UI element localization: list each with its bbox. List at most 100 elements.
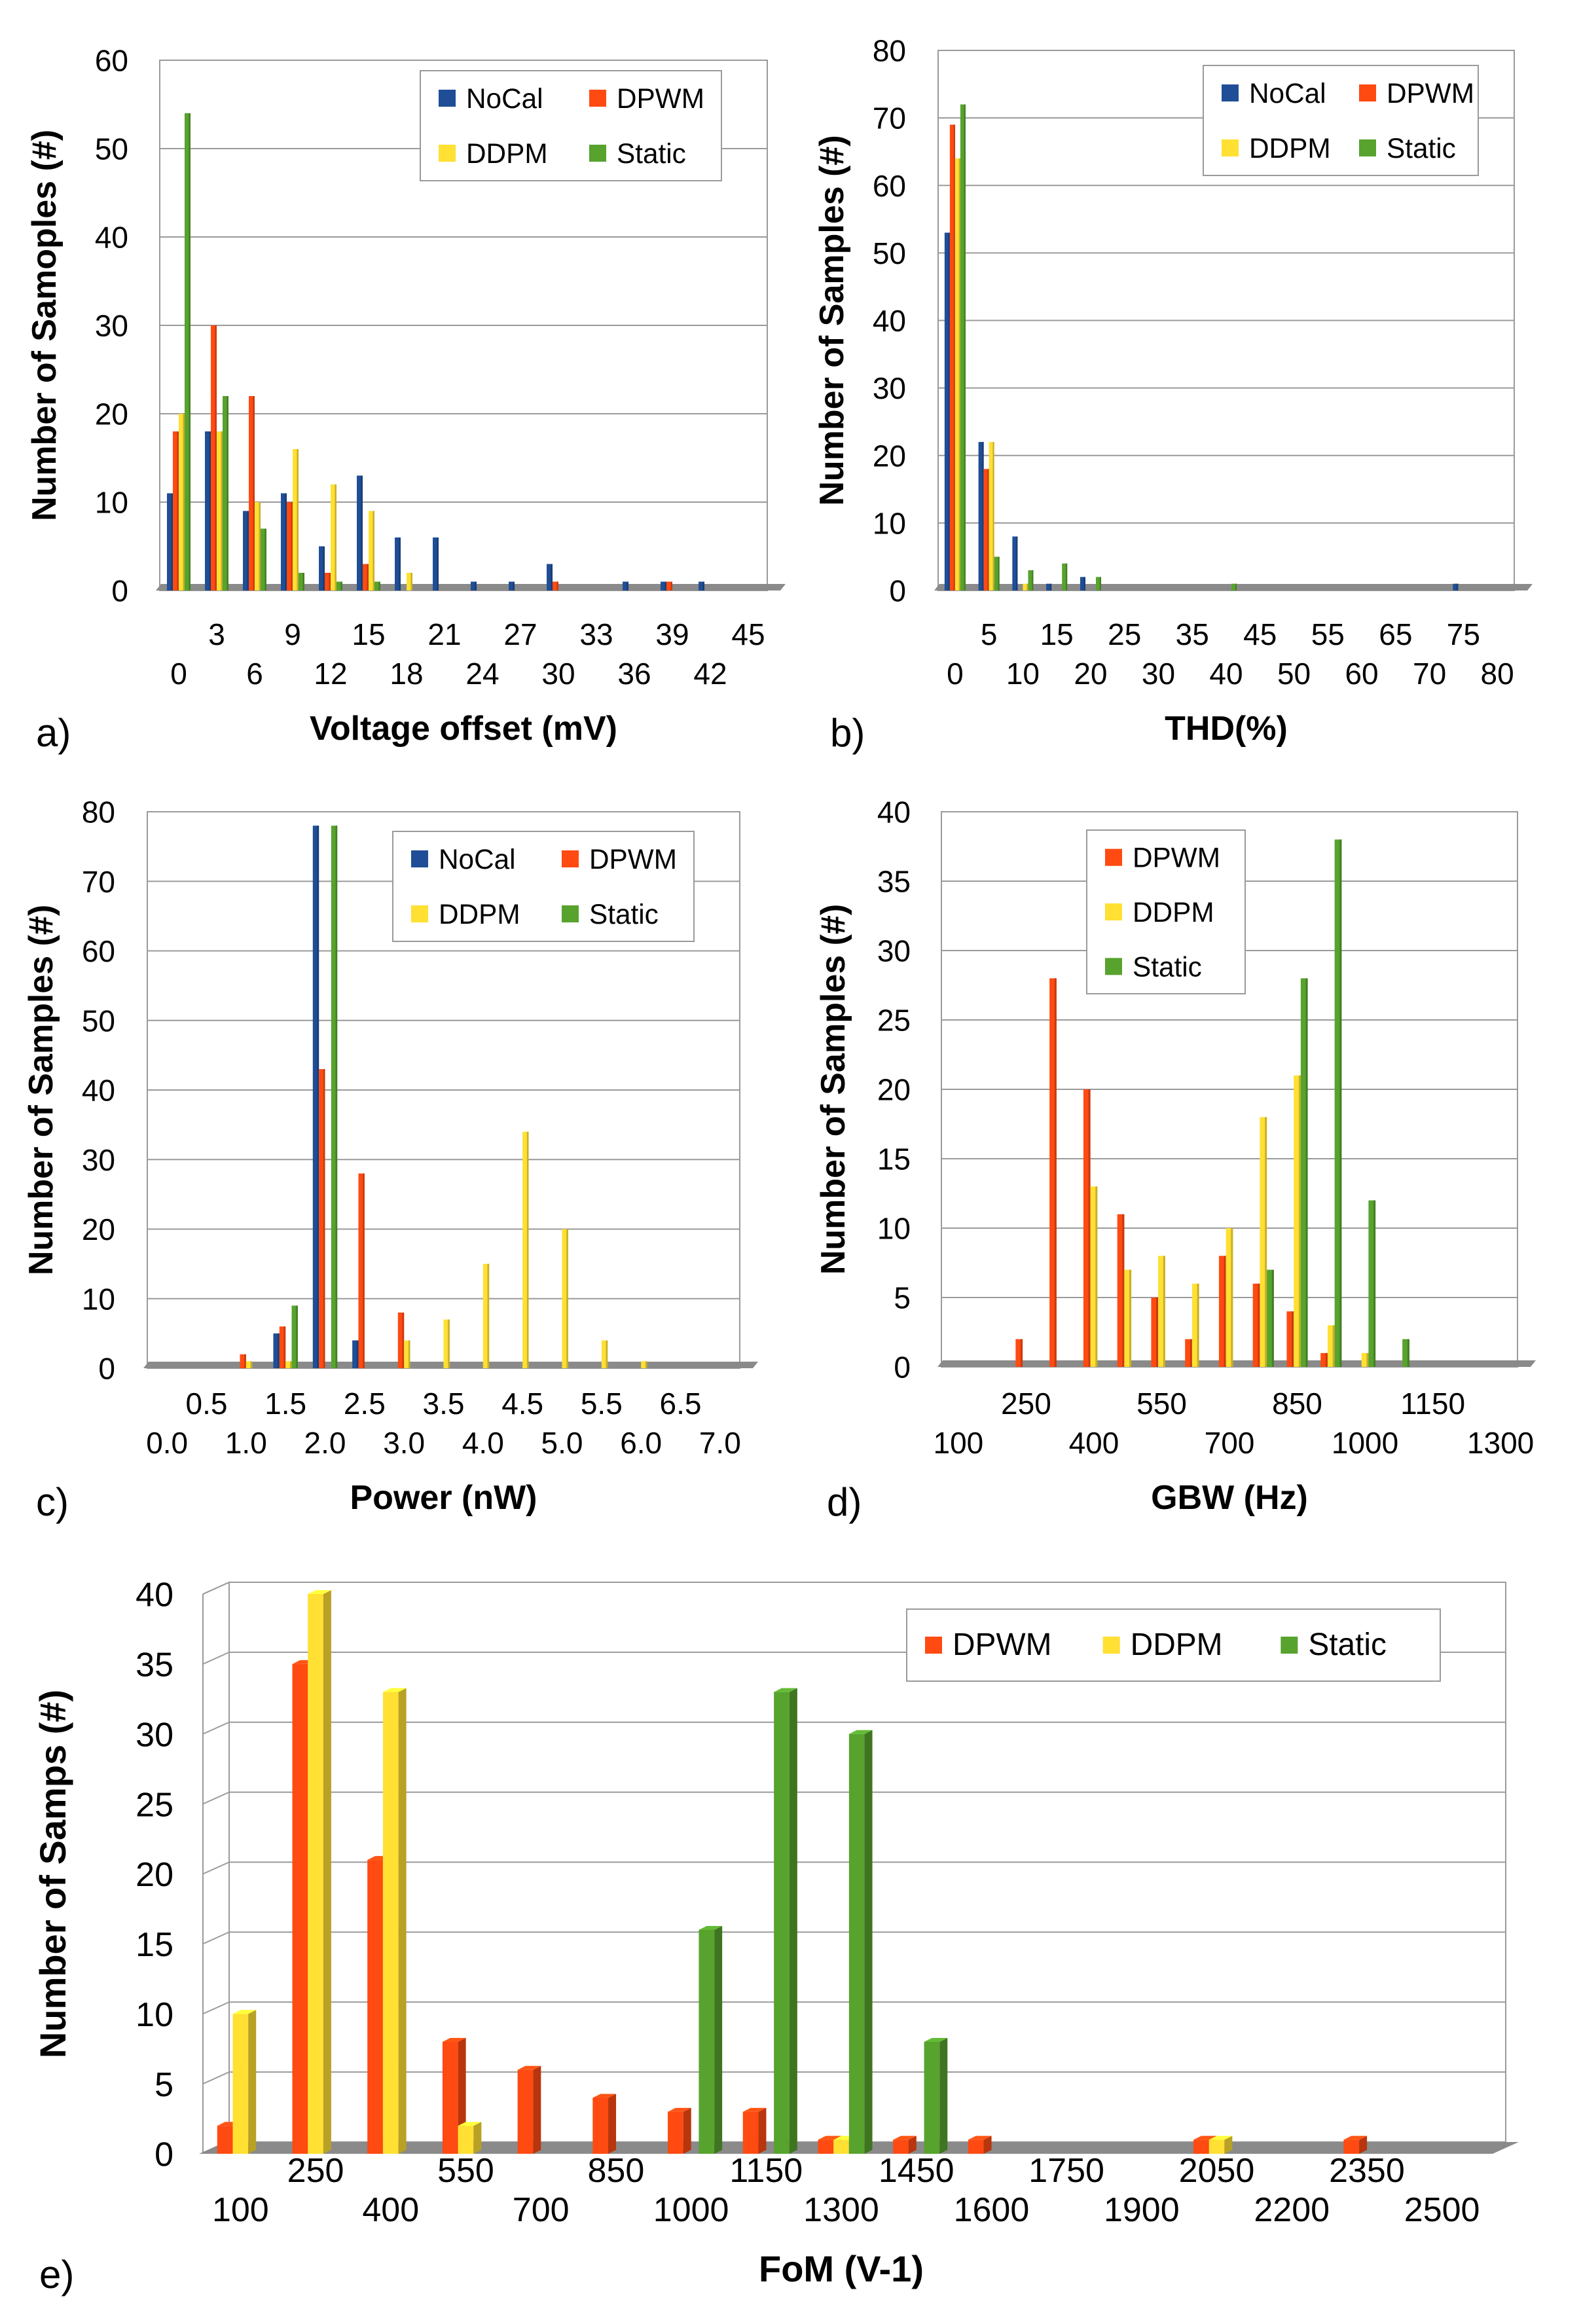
- x-tick-label-upper: 65: [1379, 617, 1412, 651]
- bar-side: [473, 2122, 482, 2154]
- bar-shade: [1305, 978, 1308, 1367]
- x-tick-label-lower: 20: [1074, 657, 1107, 691]
- bar-shade: [221, 431, 223, 590]
- bar-shade: [551, 564, 553, 590]
- bar-top: [1208, 2135, 1233, 2140]
- x-tick-label-upper: 850: [587, 2152, 644, 2190]
- bar-ddpm: [1191, 1283, 1199, 1367]
- y-tick-label: 40: [873, 304, 906, 338]
- bar-shade: [1339, 839, 1342, 1367]
- bar-nocal: [167, 493, 173, 590]
- bar-top: [232, 2010, 257, 2014]
- bar-shade: [1027, 583, 1028, 590]
- x-tick-label-lower: 70: [1413, 657, 1446, 691]
- bar-shade: [215, 325, 217, 590]
- bar-nocal: [978, 442, 984, 590]
- bar-shade: [296, 1305, 298, 1368]
- bar-side: [908, 2135, 917, 2154]
- y-axis-label: Number of Samoples (#): [26, 130, 64, 521]
- bar-ddpm: [179, 414, 185, 590]
- chart-svg-c: 0 10 20 30 40 50 60 70 80 0.5 1.5 2.5 3.5 4.5 5.5 6.5 0.…: [22, 795, 758, 1524]
- y-tick-label: 40: [95, 221, 128, 255]
- bar-static: [298, 573, 304, 590]
- bar-side: [323, 1590, 331, 2154]
- bar-shade: [1407, 1339, 1409, 1367]
- bar-top: [442, 2038, 466, 2042]
- bar-static: [260, 528, 266, 590]
- bar-static: [1300, 978, 1308, 1367]
- y-tick-label: 60: [873, 169, 906, 203]
- bar-shade: [1332, 1325, 1335, 1367]
- legend-swatch-dpwm: [925, 1637, 942, 1654]
- x-tick-label-lower: 1000: [653, 2191, 729, 2229]
- x-tick-label-upper: 2050: [1179, 2152, 1255, 2190]
- y-tick-label: 10: [877, 1212, 911, 1246]
- bar-ddpm: [382, 1692, 399, 2154]
- bar-dpwm: [983, 469, 989, 590]
- legend-label-ddpm: DDPM: [439, 899, 520, 930]
- bar-dpwm: [173, 431, 179, 590]
- bar-ddpm: [562, 1229, 568, 1368]
- y-tick-label: 40: [136, 1576, 173, 1614]
- chart-panel-d: 0 5 10 15 20 25 30 35 40 250 550 850 1150 100 400 700 10…: [791, 786, 1581, 1558]
- legend-label-dpwm: DPWM: [1133, 843, 1220, 873]
- x-tick-label-upper: 21: [427, 617, 461, 651]
- bar-dpwm: [1151, 1298, 1159, 1367]
- bar-dpwm: [325, 573, 331, 590]
- bar-shade: [283, 1326, 286, 1368]
- x-tick-label-upper: 4.5: [501, 1387, 543, 1421]
- bar-dpwm: [358, 1173, 365, 1368]
- x-tick-label-upper: 3: [208, 617, 225, 651]
- bar-shade: [948, 232, 950, 590]
- bar-ddpm: [1023, 583, 1028, 590]
- bar-dpwm: [742, 2111, 759, 2154]
- y-tick-label: 20: [82, 1212, 115, 1246]
- x-axis-label: THD(%): [1165, 710, 1288, 748]
- x-tick-label-lower: 2500: [1404, 2191, 1480, 2229]
- y-tick-label: 0: [111, 574, 128, 608]
- x-tick-label-upper: 3.5: [423, 1387, 465, 1421]
- x-tick-label-upper: 5.5: [581, 1387, 623, 1421]
- bar-shade: [1099, 577, 1101, 590]
- bar-dpwm: [442, 2042, 458, 2154]
- bar-shade: [189, 113, 191, 590]
- bar-shade: [1016, 536, 1018, 590]
- bar-dpwm: [1083, 1089, 1091, 1367]
- x-tick-label-upper: 27: [503, 617, 537, 651]
- bar-shade: [1122, 1214, 1125, 1367]
- x-tick-label-lower: 36: [617, 657, 651, 691]
- bar-shade: [1231, 1228, 1233, 1367]
- bar-top: [668, 2107, 691, 2112]
- x-tick-label-lower: 60: [1345, 657, 1378, 691]
- bar-dpwm: [292, 1663, 308, 2154]
- bar-ddpm: [369, 511, 374, 590]
- legend-swatch-static: [589, 145, 606, 162]
- x-tick-label-lower: 50: [1277, 657, 1311, 691]
- bar-static: [994, 556, 1000, 590]
- x-tick-label-upper: 15: [1040, 617, 1074, 651]
- legend-swatch-nocal: [1222, 84, 1239, 101]
- bar-static: [774, 1692, 790, 2154]
- bar-shade: [410, 573, 412, 590]
- y-tick-label: 50: [873, 236, 906, 270]
- bar-shade: [363, 1173, 365, 1368]
- y-tick-label: 15: [136, 1926, 173, 1964]
- legend-swatch-static: [1281, 1637, 1298, 1654]
- legend-label-ddpm: DDPM: [1249, 133, 1331, 164]
- bar-shade: [670, 581, 672, 590]
- bar-dpwm: [1218, 1256, 1226, 1367]
- x-axis-label: Voltage offset (mV): [310, 710, 617, 748]
- bar-top: [308, 1590, 331, 1594]
- legend-label-static: Static: [589, 899, 659, 930]
- bar-shade: [1156, 1298, 1159, 1367]
- bar-nocal: [273, 1333, 280, 1368]
- bar-dpwm: [592, 2097, 609, 2154]
- x-tick-label-upper: 2350: [1329, 2152, 1405, 2190]
- bar-dpwm: [217, 2126, 233, 2154]
- y-tick-label: 70: [873, 101, 906, 136]
- bar-nocal: [205, 431, 211, 590]
- bar-dpwm: [211, 325, 217, 590]
- bar-ddpm: [407, 573, 412, 590]
- x-tick-label-lower: 40: [1209, 657, 1243, 691]
- bar-shade: [227, 396, 228, 590]
